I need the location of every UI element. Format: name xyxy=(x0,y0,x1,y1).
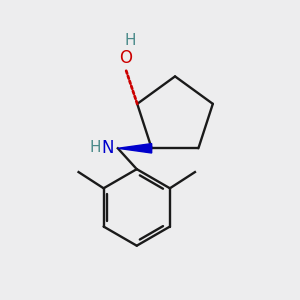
Text: N: N xyxy=(101,139,114,157)
Text: O: O xyxy=(119,49,132,67)
Polygon shape xyxy=(118,144,152,153)
Text: H: H xyxy=(90,140,101,155)
Text: H: H xyxy=(125,34,136,49)
